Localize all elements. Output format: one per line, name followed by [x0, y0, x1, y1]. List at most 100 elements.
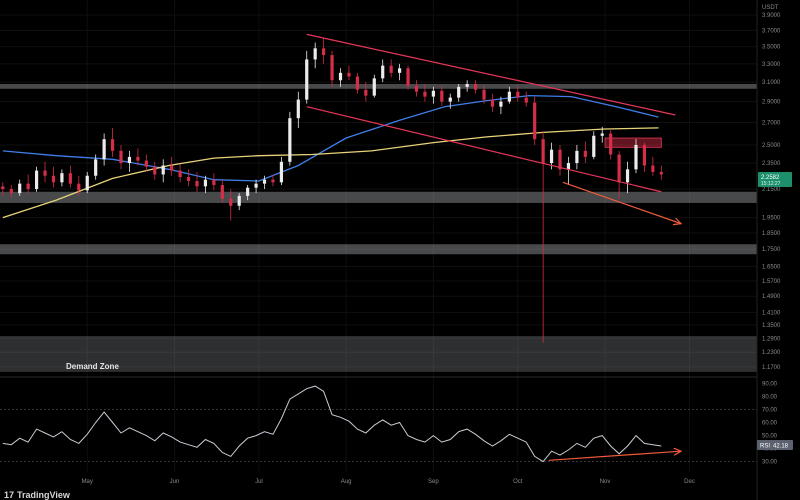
candle-body — [465, 84, 469, 87]
candle[interactable] — [220, 179, 224, 203]
candle[interactable] — [609, 130, 613, 160]
candle[interactable] — [246, 184, 250, 201]
candle[interactable] — [465, 80, 469, 92]
candle[interactable] — [9, 184, 13, 198]
candle[interactable] — [178, 164, 182, 183]
candle[interactable] — [203, 175, 208, 194]
candle[interactable] — [541, 131, 545, 343]
time-tick-label: Aug — [341, 479, 352, 485]
candle[interactable] — [127, 150, 132, 172]
candle[interactable] — [262, 175, 267, 190]
candle[interactable] — [457, 84, 461, 102]
candle-body — [575, 150, 579, 164]
candle[interactable] — [102, 133, 106, 166]
time-tick-label: Nov — [600, 479, 611, 485]
candle[interactable] — [51, 166, 56, 188]
candle[interactable] — [170, 156, 174, 176]
candle[interactable] — [338, 68, 343, 87]
candle[interactable] — [364, 82, 368, 102]
candle-body — [102, 139, 106, 160]
time-axis[interactable]: May Jun Jul Aug Sep Oct Nov Dec — [82, 479, 695, 485]
candle[interactable] — [398, 63, 402, 81]
channel-lower-line — [306, 106, 662, 193]
price-axis[interactable]: 3.9000 3.7000 3.5000 3.3000 3.1000 2.9000 2.70… — [762, 13, 781, 371]
candle[interactable] — [406, 65, 410, 90]
candle[interactable] — [634, 139, 638, 174]
candle[interactable] — [381, 59, 385, 83]
candle[interactable] — [43, 161, 47, 183]
candle-body — [153, 166, 157, 175]
candle[interactable] — [186, 169, 191, 187]
candle[interactable] — [490, 93, 495, 112]
price-trend-arrow — [562, 181, 681, 223]
candle[interactable] — [431, 86, 435, 104]
candle[interactable] — [566, 156, 571, 185]
candle[interactable] — [237, 193, 241, 211]
candle[interactable] — [18, 179, 22, 196]
candle[interactable] — [440, 85, 444, 106]
candle[interactable] — [313, 42, 317, 69]
candle[interactable] — [254, 179, 258, 194]
candle[interactable] — [34, 166, 39, 192]
candle[interactable] — [26, 174, 30, 194]
candle[interactable] — [212, 173, 216, 191]
candle[interactable] — [651, 156, 655, 176]
candle[interactable] — [507, 86, 511, 104]
candle[interactable] — [195, 171, 199, 192]
candle[interactable] — [110, 127, 115, 157]
rsi-panel[interactable] — [0, 385, 757, 463]
candle[interactable] — [414, 80, 419, 97]
candlesticks[interactable] — [1, 38, 663, 343]
candle[interactable] — [279, 156, 284, 185]
candle[interactable] — [330, 50, 334, 87]
candle[interactable] — [288, 111, 292, 166]
candle[interactable] — [144, 154, 148, 172]
candle[interactable] — [575, 144, 579, 170]
candle[interactable] — [271, 174, 275, 187]
candle[interactable] — [642, 142, 647, 172]
candle-body — [305, 59, 309, 100]
candle[interactable] — [423, 84, 427, 102]
candle[interactable] — [389, 59, 393, 78]
candle[interactable] — [600, 126, 604, 143]
candle[interactable] — [448, 93, 452, 109]
candle[interactable] — [296, 91, 300, 128]
candle[interactable] — [322, 38, 326, 64]
candle[interactable] — [94, 154, 98, 180]
candle[interactable] — [60, 169, 64, 187]
candle[interactable] — [161, 159, 165, 183]
candle[interactable] — [659, 165, 663, 180]
price-tick-label: 3.3000 — [762, 62, 781, 68]
candle[interactable] — [305, 50, 309, 104]
candle[interactable] — [77, 175, 81, 196]
candle[interactable] — [1, 182, 5, 196]
candle-body — [490, 99, 495, 107]
candle[interactable] — [229, 189, 233, 221]
candle[interactable] — [153, 161, 157, 180]
candle[interactable] — [85, 171, 89, 194]
candle[interactable] — [625, 161, 630, 194]
candle[interactable] — [592, 131, 596, 160]
candle[interactable] — [119, 144, 123, 170]
candle[interactable] — [473, 80, 478, 94]
candle-body — [279, 161, 284, 183]
candle[interactable] — [617, 150, 621, 199]
candle[interactable] — [499, 96, 503, 114]
time-tick-label: Sep — [428, 479, 439, 485]
candle[interactable] — [583, 141, 587, 164]
candle[interactable] — [524, 91, 528, 107]
candle-body — [600, 133, 604, 136]
candle[interactable] — [355, 72, 359, 94]
candle[interactable] — [533, 96, 537, 145]
candle[interactable] — [372, 74, 376, 98]
rsi-line[interactable] — [2, 385, 662, 463]
candle[interactable] — [347, 65, 351, 81]
candle[interactable] — [68, 165, 72, 188]
candle[interactable] — [136, 148, 140, 166]
candle[interactable] — [516, 85, 520, 102]
candle[interactable] — [482, 84, 486, 104]
candle-body — [144, 160, 148, 167]
candle[interactable] — [558, 144, 562, 176]
price-tick-label: 3.9000 — [762, 13, 781, 19]
